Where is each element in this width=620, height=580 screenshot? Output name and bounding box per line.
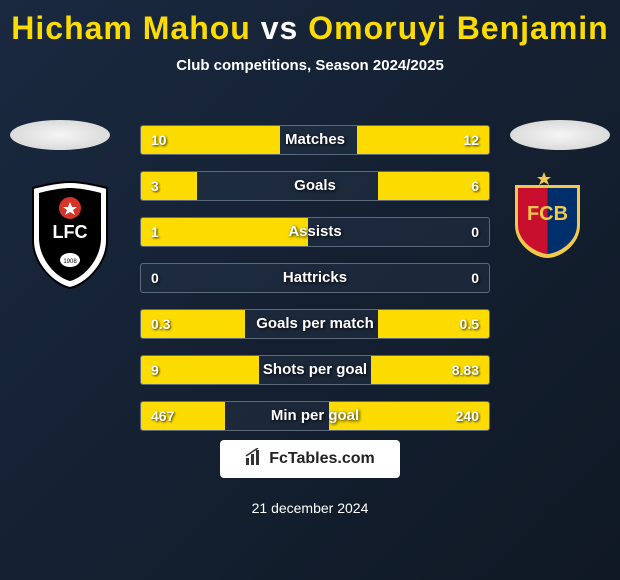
stat-label: Assists [141,218,489,246]
player2-name: Omoruyi Benjamin [308,10,609,46]
stat-row: 10Assists [140,217,490,247]
stat-row: 36Goals [140,171,490,201]
svg-text:LFC: LFC [53,222,88,242]
stat-row: 467240Min per goal [140,401,490,431]
stat-row: 1012Matches [140,125,490,155]
stat-row: 0.30.5Goals per match [140,309,490,339]
club-crest-left: LFC 1908 [25,180,115,290]
stat-row: 98.83Shots per goal [140,355,490,385]
stat-label: Shots per goal [141,356,489,384]
player1-name: Hicham Mahou [11,10,251,46]
svg-text:FCB: FCB [527,203,568,225]
date-text: 21 december 2024 [0,500,620,516]
stat-label: Matches [141,126,489,154]
club-crest-right: FCB [505,170,595,280]
vs-text: vs [261,10,299,46]
bar-chart-icon [245,448,263,471]
player2-avatar-placeholder [510,120,610,150]
stats-bars: 1012Matches 36Goals 10Assists 00Hattricks 0.… [140,125,490,447]
player1-avatar-placeholder [10,120,110,150]
stat-row: 00Hattricks [140,263,490,293]
lugano-crest-icon: LFC 1908 [25,180,115,290]
stat-label: Goals [141,172,489,200]
site-name: FcTables.com [269,450,375,468]
subtitle: Club competitions, Season 2024/2025 [0,57,620,74]
comparison-title: Hicham Mahou vs Omoruyi Benjamin [0,0,620,47]
stat-label: Hattricks [141,264,489,292]
svg-text:1908: 1908 [63,259,77,265]
site-logo: FcTables.com [220,440,400,478]
stat-label: Goals per match [141,310,489,338]
basel-crest-icon: FCB [505,170,590,260]
stat-label: Min per goal [141,402,489,430]
